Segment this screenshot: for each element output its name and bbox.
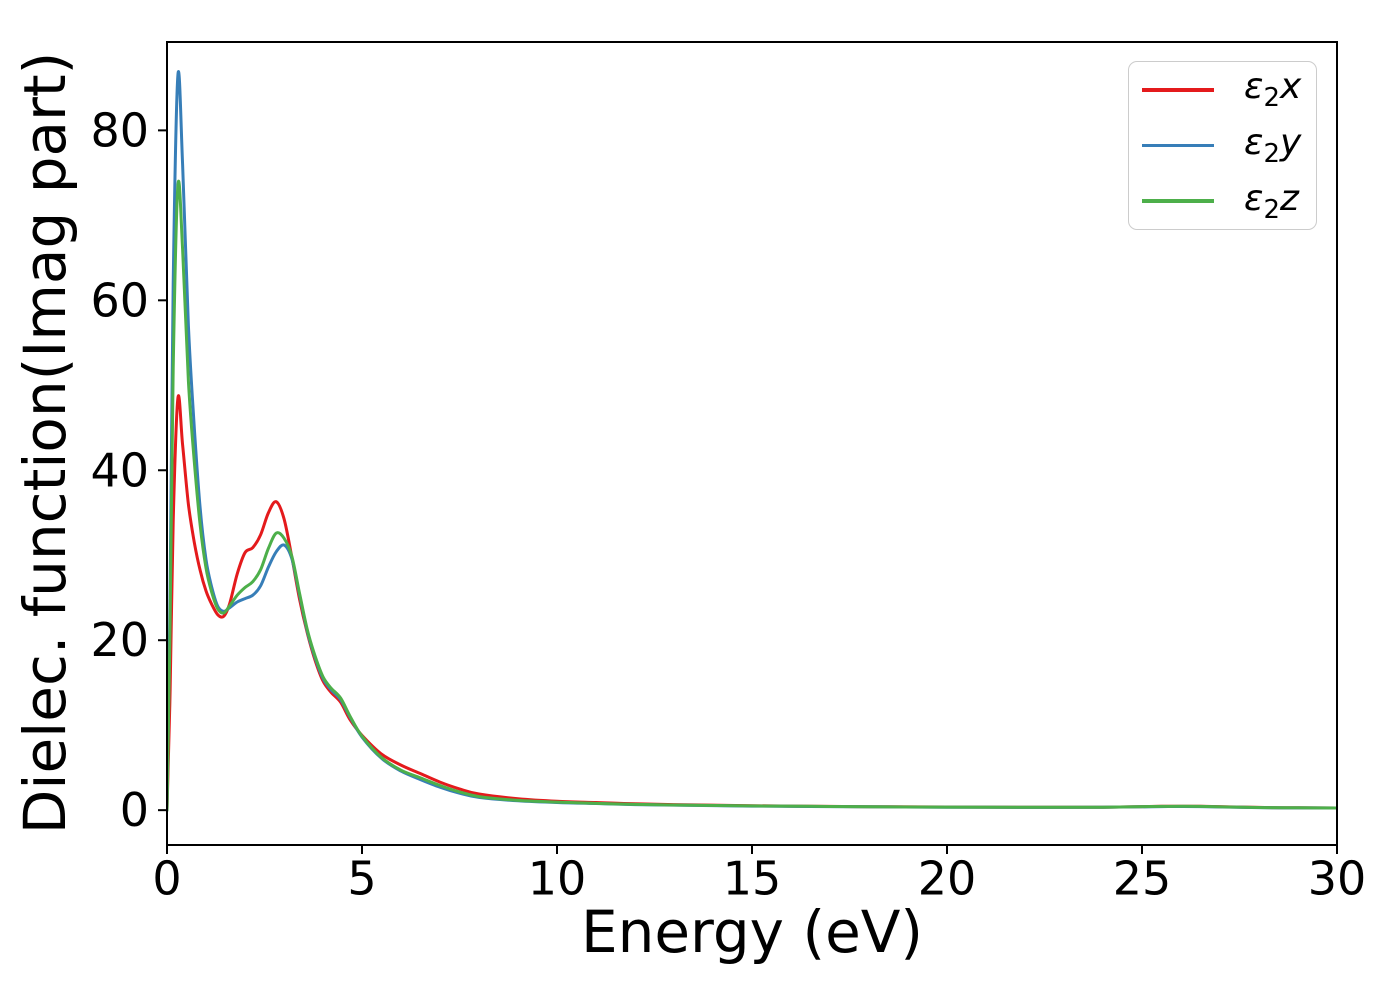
plot-border	[166, 41, 1338, 846]
x-tick-label: 5	[347, 851, 376, 905]
legend-item-e2x: ε2x	[1129, 62, 1316, 118]
x-axis-title: Energy (eV)	[580, 898, 924, 966]
legend: ε2x ε2y ε2z	[1128, 61, 1317, 230]
x-tick-label: 20	[918, 851, 977, 905]
y-tick-label: 40	[90, 443, 149, 497]
x-tick-label: 0	[152, 851, 181, 905]
legend-line-swatch-green	[1142, 199, 1214, 203]
legend-label-e2y: ε2y	[1244, 121, 1302, 170]
legend-line-swatch-red	[1142, 88, 1214, 92]
series-line-e2z	[167, 179, 1337, 812]
legend-label-e2z: ε2z	[1244, 177, 1299, 225]
x-tick-label: 25	[1113, 851, 1172, 905]
y-tick-label: 60	[90, 273, 149, 327]
legend-label-e2x: ε2x	[1244, 66, 1302, 114]
legend-item-e2z: ε2z	[1129, 173, 1316, 229]
y-tick-label: 80	[90, 103, 149, 157]
y-tick-label: 0	[120, 783, 149, 837]
y-tick-label: 20	[90, 613, 149, 667]
series-line-e2x	[167, 394, 1337, 812]
x-tick-label: 10	[528, 851, 587, 905]
x-tick-label: 30	[1308, 851, 1367, 905]
y-axis-title: Dielec. function(Imag part)	[11, 51, 80, 835]
legend-line-swatch-blue	[1142, 143, 1214, 148]
legend-item-e2y: ε2y	[1129, 118, 1316, 174]
x-tick-label: 15	[723, 851, 782, 905]
